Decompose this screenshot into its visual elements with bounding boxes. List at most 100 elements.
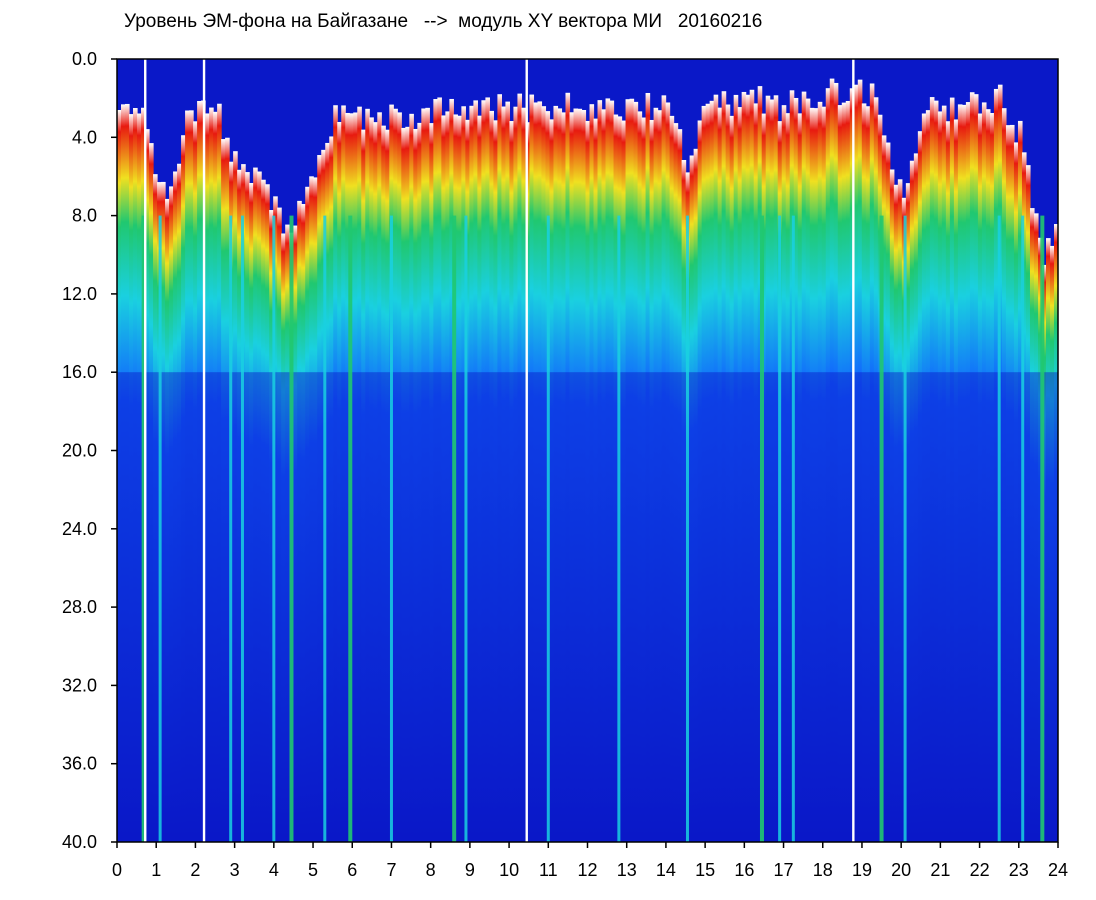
green-stripe (141, 215, 146, 842)
green-stripe (759, 215, 764, 842)
heatmap-column (1017, 120, 1023, 842)
x-tick-label: 5 (308, 860, 318, 880)
heatmap-column (645, 92, 651, 842)
heatmap-column (673, 123, 679, 842)
heatmap-column (433, 99, 438, 842)
heatmap-column (237, 169, 242, 842)
heatmap-column (605, 98, 611, 842)
cyan-stripe (685, 215, 689, 842)
heatmap-column (809, 107, 815, 842)
cyan-stripe (903, 215, 907, 842)
y-tick-label: 8.0 (72, 206, 97, 226)
heatmap-column (273, 196, 278, 842)
heatmap-column (137, 113, 142, 842)
heatmap-column (469, 105, 474, 842)
y-tick-label: 32.0 (62, 675, 97, 695)
heatmap-column (753, 103, 759, 842)
heatmap-column (249, 182, 254, 842)
heatmap-column (585, 120, 591, 842)
x-tick-label: 8 (426, 860, 436, 880)
heatmap-column (413, 128, 418, 842)
heatmap-column (205, 113, 210, 842)
heatmap-column (277, 207, 282, 842)
heatmap-column (885, 142, 891, 842)
heatmap-column (721, 91, 727, 842)
heatmap-column (953, 119, 959, 842)
heatmap-column (729, 115, 735, 842)
heatmap-column (725, 104, 731, 842)
green-stripe (1040, 215, 1045, 842)
heatmap-column (773, 95, 779, 842)
heatmap-column (977, 113, 983, 842)
heatmap-column (629, 98, 635, 842)
heatmap-column (329, 136, 334, 842)
heatmap-column (233, 151, 238, 842)
x-tick-label: 13 (617, 860, 637, 880)
heatmap-column (861, 103, 867, 842)
heatmap-column (197, 101, 202, 842)
heatmap-column (761, 113, 767, 842)
heatmap-column (305, 186, 310, 842)
heatmap-column (817, 101, 823, 842)
heatmap-column (269, 210, 274, 842)
x-tick-label: 0 (112, 860, 122, 880)
heatmap-column (981, 102, 987, 842)
heatmap-column (541, 106, 547, 842)
heatmap-column (961, 104, 967, 842)
heatmap-column (825, 88, 831, 842)
heatmap-column (377, 112, 382, 842)
heatmap-column (301, 204, 306, 842)
data-gap-line (144, 59, 147, 842)
heatmap-column (905, 183, 911, 842)
chart-title: Уровень ЭМ-фона на Байгазане --> модуль … (124, 11, 763, 32)
heatmap-column (925, 110, 931, 842)
heatmap-column (865, 106, 871, 842)
heatmap-column (161, 181, 166, 842)
cyan-stripe (997, 215, 1001, 842)
heatmap-column (309, 176, 314, 842)
heatmap-column (1033, 213, 1039, 842)
heatmap-column (409, 113, 414, 842)
heatmap-column (497, 94, 502, 842)
heatmap-column (713, 94, 719, 842)
heatmap-column (225, 137, 230, 842)
heatmap-column (209, 107, 214, 842)
heatmap-column (841, 102, 847, 842)
cyan-stripe (617, 215, 621, 842)
heatmap-column (385, 129, 390, 842)
heatmap-column (337, 121, 342, 842)
cyan-stripe (778, 215, 782, 842)
heatmap-column (781, 105, 787, 842)
heatmap-column (677, 129, 683, 842)
heatmap-column (441, 115, 446, 842)
heatmap-column (857, 79, 863, 842)
heatmap-column (265, 184, 270, 842)
heatmap-column (669, 115, 675, 842)
y-tick-label: 28.0 (62, 597, 97, 617)
heatmap-column (733, 94, 739, 842)
x-tick-label: 17 (774, 860, 794, 880)
heatmap-column (601, 109, 607, 842)
x-tick-label: 10 (499, 860, 519, 880)
x-tick-label: 7 (386, 860, 396, 880)
heatmap-column (769, 99, 775, 842)
heatmap-column (149, 143, 154, 842)
heatmap-column (577, 108, 583, 842)
heatmap-column (1009, 124, 1015, 842)
heatmap-column (245, 172, 250, 842)
heatmap-column (165, 198, 170, 842)
heatmap-column (749, 89, 755, 842)
x-tick-label: 3 (230, 860, 240, 880)
heatmap-column (709, 100, 715, 842)
heatmap-column (417, 122, 422, 842)
heatmap-column (633, 101, 639, 842)
heatmap-column (517, 93, 523, 842)
heatmap-column (173, 171, 178, 842)
heatmap-column (849, 88, 855, 842)
heatmap-column (373, 122, 378, 842)
heatmap-column (421, 108, 426, 842)
x-tick-label: 16 (734, 860, 754, 880)
heatmap-column (813, 108, 819, 842)
heatmap-column (253, 167, 258, 842)
heatmap-column (285, 224, 290, 842)
